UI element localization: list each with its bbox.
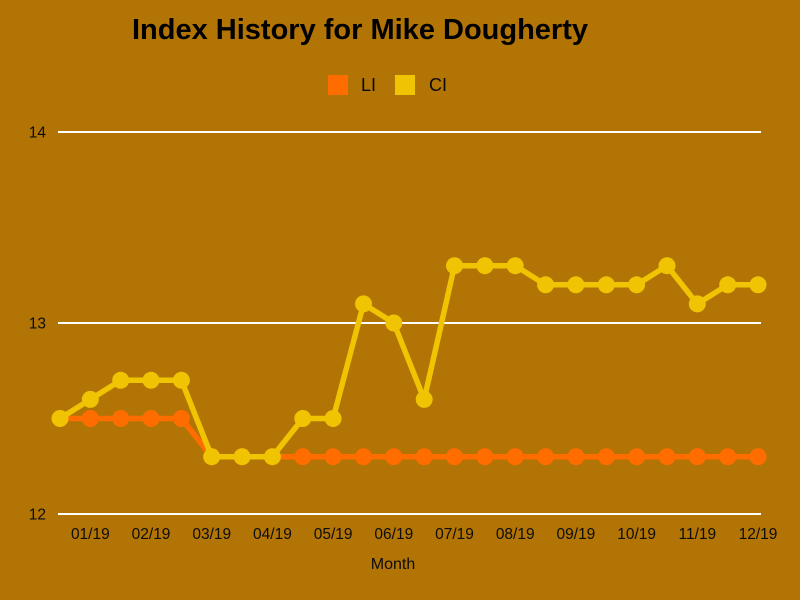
ci-point bbox=[415, 390, 433, 408]
y-tick-label: 14 bbox=[29, 125, 47, 142]
ci-point bbox=[172, 371, 190, 389]
ci-point bbox=[81, 390, 99, 408]
x-tick-label: 02/19 bbox=[132, 526, 171, 543]
li-point bbox=[567, 448, 585, 466]
ci-point bbox=[324, 410, 342, 427]
li-point bbox=[658, 448, 676, 466]
ci-point bbox=[688, 295, 706, 313]
li-point bbox=[446, 448, 463, 466]
ci-point bbox=[749, 276, 767, 294]
li-line bbox=[57, 415, 761, 460]
ci-point bbox=[597, 276, 615, 294]
legend-swatch-ci bbox=[395, 75, 416, 95]
li-point bbox=[324, 448, 342, 466]
li-point bbox=[506, 448, 524, 466]
li-point bbox=[385, 448, 403, 466]
ci-point bbox=[51, 410, 69, 427]
x-tick-label: 01/19 bbox=[71, 526, 110, 543]
ci-point bbox=[142, 371, 160, 389]
x-tick-label: 09/19 bbox=[557, 526, 596, 543]
ci-point bbox=[506, 257, 524, 275]
x-tick-label: 03/19 bbox=[192, 526, 231, 543]
li-point bbox=[688, 448, 706, 466]
ci-point bbox=[628, 276, 646, 294]
legend: LI CI bbox=[328, 75, 447, 95]
li-point bbox=[172, 410, 190, 427]
x-tick-label: 08/19 bbox=[496, 526, 535, 543]
li-point bbox=[112, 410, 130, 427]
li-point bbox=[749, 448, 767, 466]
li-point bbox=[537, 448, 555, 466]
legend-label-ci: CI bbox=[429, 75, 448, 95]
ci-point bbox=[567, 276, 585, 294]
ci-point bbox=[294, 410, 312, 427]
ci-point bbox=[658, 257, 676, 275]
ci-line bbox=[57, 262, 761, 460]
li-point bbox=[294, 448, 312, 466]
y-tick-label: 13 bbox=[29, 316, 46, 333]
x-axis-title: Month bbox=[370, 556, 416, 573]
chart-title: Index History for Mike Dougherty bbox=[131, 14, 588, 46]
ci-point bbox=[446, 257, 463, 275]
li-point bbox=[476, 448, 494, 466]
ci-point bbox=[203, 448, 221, 466]
li-point bbox=[415, 448, 433, 466]
ci-point bbox=[385, 314, 403, 332]
ci-point bbox=[537, 276, 555, 294]
x-tick-label: 07/19 bbox=[435, 526, 474, 543]
li-point bbox=[81, 410, 99, 427]
ci-point bbox=[263, 448, 281, 466]
li-point bbox=[597, 448, 615, 466]
x-tick-label: 11/19 bbox=[678, 526, 716, 543]
ci-point bbox=[112, 371, 130, 389]
li-point bbox=[628, 448, 646, 466]
li-point bbox=[142, 410, 160, 427]
y-tick-label: 12 bbox=[29, 507, 46, 524]
x-tick-label: 06/19 bbox=[374, 526, 413, 543]
x-tick-label: 04/19 bbox=[253, 526, 292, 543]
ci-point bbox=[233, 448, 251, 466]
legend-label-li: LI bbox=[361, 75, 377, 95]
x-tick-label: 10/19 bbox=[617, 526, 656, 543]
x-tick-label: 05/19 bbox=[314, 526, 353, 543]
li-point bbox=[355, 448, 372, 466]
ci-point bbox=[719, 276, 737, 294]
li-point bbox=[719, 448, 737, 466]
ci-point bbox=[476, 257, 494, 275]
ci-point bbox=[355, 295, 372, 313]
legend-swatch-li bbox=[328, 75, 348, 95]
x-tick-label: 12/19 bbox=[739, 526, 778, 543]
